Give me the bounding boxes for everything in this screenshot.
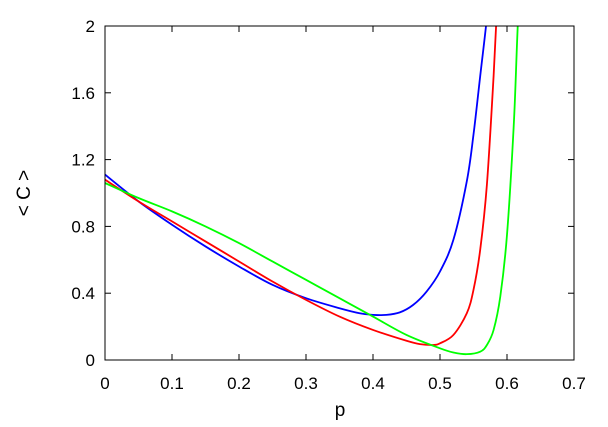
y-axis-label: < C > bbox=[14, 170, 35, 216]
x-tick-label: 0.6 bbox=[495, 374, 519, 393]
plot-frame bbox=[104, 25, 575, 361]
x-tick-label: 0.4 bbox=[361, 374, 385, 393]
y-tick-label: 0.4 bbox=[71, 284, 95, 303]
series-line-2 bbox=[105, 26, 497, 346]
x-tick-label: 0.3 bbox=[294, 374, 318, 393]
y-tick-label: 0.8 bbox=[71, 217, 95, 236]
y-tick-label: 0 bbox=[86, 351, 95, 370]
x-tick-label: 0.1 bbox=[160, 374, 184, 393]
series-line-3 bbox=[105, 26, 519, 356]
x-tick-label: 0.2 bbox=[227, 374, 251, 393]
series-line-1 bbox=[105, 26, 487, 317]
x-axis-label: p bbox=[335, 400, 346, 421]
x-tick-label: 0.7 bbox=[562, 374, 586, 393]
y-tick-label: 2 bbox=[86, 17, 95, 36]
x-tick-label: 0 bbox=[100, 374, 109, 393]
tick-group: 0 0.1 0.2 0.3 0.4 0.5 0.6 0.7 0 0.4 0.8 1.2 1.6 2 bbox=[71, 17, 585, 393]
series-group bbox=[105, 26, 519, 356]
y-tick-label: 1.6 bbox=[71, 84, 95, 103]
x-tick-label: 0.5 bbox=[428, 374, 452, 393]
y-tick-label: 1.2 bbox=[71, 151, 95, 170]
